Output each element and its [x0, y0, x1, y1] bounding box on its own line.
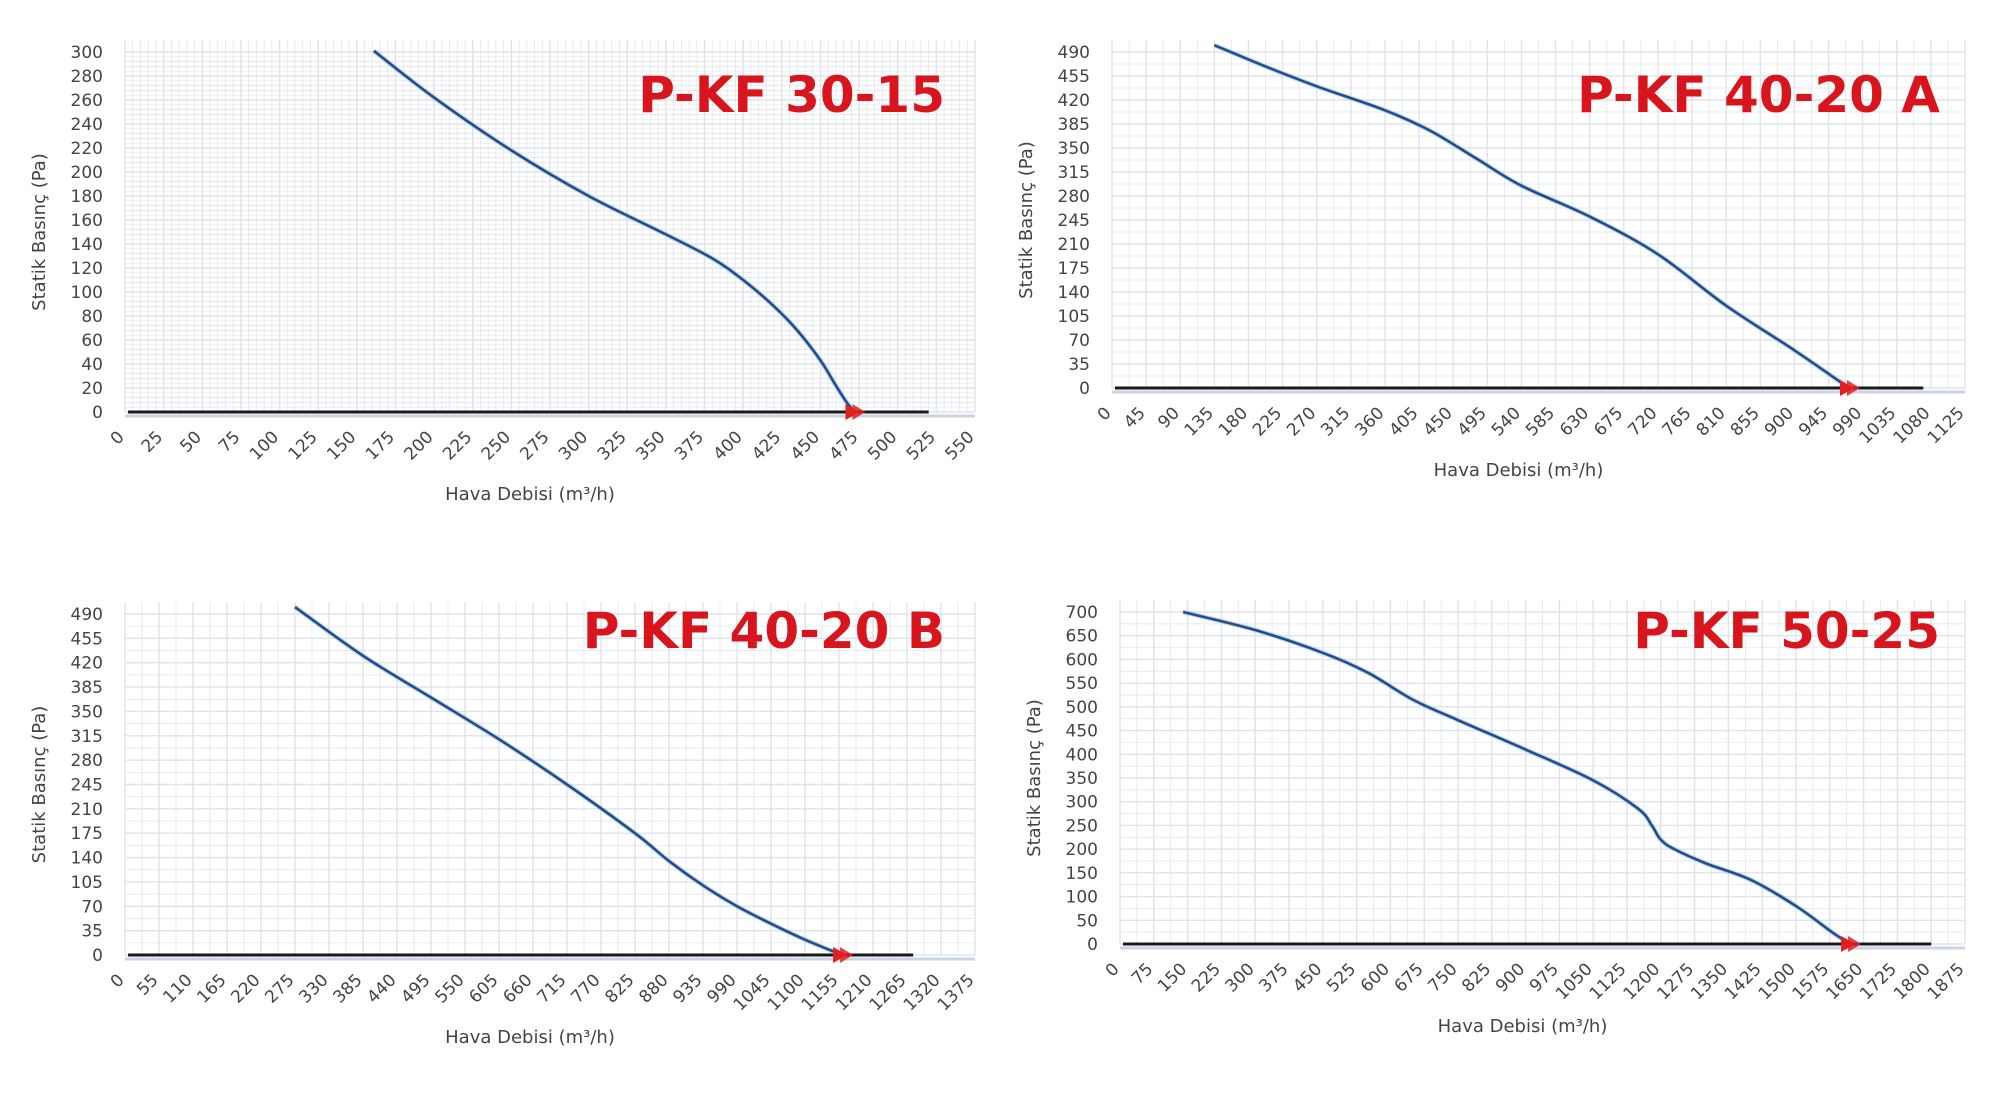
gridlines [1119, 600, 1966, 945]
y-tick-label: 280 [1058, 187, 1090, 207]
y-tick-label: 245 [1058, 211, 1090, 231]
y-tick-label: 315 [71, 727, 103, 747]
y-tick-label: 280 [71, 751, 103, 771]
chart-2: 0 35 70 105 140 175 210 245 280 315 350 385 420 455 49… [1010, 22, 1975, 487]
y-tick-label: 700 [1066, 603, 1098, 623]
x-axis-title: Hava Debisi (m³/h) [1438, 1016, 1608, 1037]
y-tick-label: 100 [71, 283, 103, 303]
series-curve [294, 605, 843, 957]
chart-4: 0 50 100 150 200 250 300 350 400 450 500 550 600 650 7… [1010, 585, 1975, 1055]
y-tick-label: 500 [1066, 698, 1098, 718]
y-tick-label: 105 [71, 873, 103, 893]
operating-point-marker-tail [1846, 380, 1860, 396]
series-curve [1182, 610, 1851, 946]
y-tick-label: 210 [71, 800, 103, 820]
y-tick-label: 350 [71, 702, 103, 722]
y-tick-label: 280 [71, 67, 103, 87]
y-tick-label: 550 [1066, 674, 1098, 694]
series-curve [1213, 43, 1850, 390]
y-tick-label: 80 [81, 307, 103, 327]
y-tick-label: 350 [1066, 769, 1098, 789]
y-tick-label: 0 [92, 403, 103, 423]
operating-point-marker-tail [1848, 936, 1862, 952]
y-tick-label: 350 [1058, 139, 1090, 159]
y-tick-label: 455 [1058, 67, 1090, 87]
chart-title: P-KF 40-20 A [1577, 66, 1940, 124]
y-tick-label: 40 [81, 355, 103, 375]
gridlines [124, 602, 976, 956]
y-tick-label: 175 [71, 824, 103, 844]
y-tick-label: 450 [1066, 722, 1098, 742]
y-tick-label: 140 [71, 849, 103, 869]
y-tick-label: 0 [1079, 379, 1090, 399]
y-tick-label: 60 [81, 331, 103, 351]
y-tick-label: 150 [1066, 864, 1098, 884]
y-axis-title: Statik Basınç (Pa) [29, 153, 50, 311]
y-tick-label: 250 [1066, 816, 1098, 836]
y-axis-title: Statik Basınç (Pa) [1024, 699, 1045, 857]
y-tick-label: 70 [1068, 331, 1090, 351]
y-tick-label: 385 [1058, 115, 1090, 135]
y-tick-label: 490 [71, 605, 103, 625]
y-axis-title: Statik Basınç (Pa) [29, 706, 50, 864]
y-tick-label: 420 [1058, 91, 1090, 111]
y-tick-label: 300 [71, 43, 103, 63]
chart-title: P-KF 30-15 [638, 66, 945, 124]
series-curve [373, 49, 856, 413]
y-tick-label: 300 [1066, 793, 1098, 813]
y-tick-label: 600 [1066, 650, 1098, 670]
y-tick-label: 140 [1058, 283, 1090, 303]
y-tick-label: 240 [71, 115, 103, 135]
y-tick-label: 400 [1066, 745, 1098, 765]
y-tick-label: 315 [1058, 163, 1090, 183]
y-tick-label: 455 [71, 629, 103, 649]
y-tick-label: 0 [1087, 935, 1098, 955]
y-tick-label: 70 [81, 897, 103, 917]
x-axis-title: Hava Debisi (m³/h) [445, 484, 615, 505]
x-axis-title: Hava Debisi (m³/h) [1434, 460, 1604, 481]
x-axis-title: Hava Debisi (m³/h) [445, 1027, 615, 1048]
y-tick-label: 35 [1068, 355, 1090, 375]
y-tick-label: 490 [1058, 43, 1090, 63]
y-tick-label: 260 [71, 91, 103, 111]
y-tick-label: 200 [1066, 840, 1098, 860]
y-tick-label: 140 [71, 235, 103, 255]
y-tick-label: 35 [81, 922, 103, 942]
chart-title: P-KF 40-20 B [583, 602, 945, 660]
y-tick-label: 100 [1066, 888, 1098, 908]
y-tick-label: 210 [1058, 235, 1090, 255]
chart-1: 0 20 40 60 80 100 120 140 160 180 200 220 240 260 280 3… [10, 28, 979, 505]
y-tick-label: 220 [71, 139, 103, 159]
y-tick-label: 105 [1058, 307, 1090, 327]
y-tick-label: 180 [71, 187, 103, 207]
y-tick-label: 420 [71, 654, 103, 674]
y-tick-label: 120 [71, 259, 103, 279]
gridlines [124, 40, 976, 413]
y-tick-label: 50 [1076, 911, 1098, 931]
y-tick-label: 385 [71, 678, 103, 698]
chart-title: P-KF 50-25 [1633, 602, 1940, 660]
y-tick-label: 160 [71, 211, 103, 231]
y-tick-label: 650 [1066, 627, 1098, 647]
y-tick-label: 20 [81, 379, 103, 399]
chart-3: 0 35 70 105 140 175 210 245 280 315 350 385 420 455 49… [10, 585, 979, 1055]
operating-point-marker-tail [840, 947, 854, 963]
y-tick-label: 0 [92, 946, 103, 966]
y-tick-label: 175 [1058, 259, 1090, 279]
y-axis-title: Statik Basınç (Pa) [1016, 141, 1037, 299]
y-tick-label: 200 [71, 163, 103, 183]
y-tick-label: 245 [71, 776, 103, 796]
operating-point-marker-tail [852, 404, 866, 420]
